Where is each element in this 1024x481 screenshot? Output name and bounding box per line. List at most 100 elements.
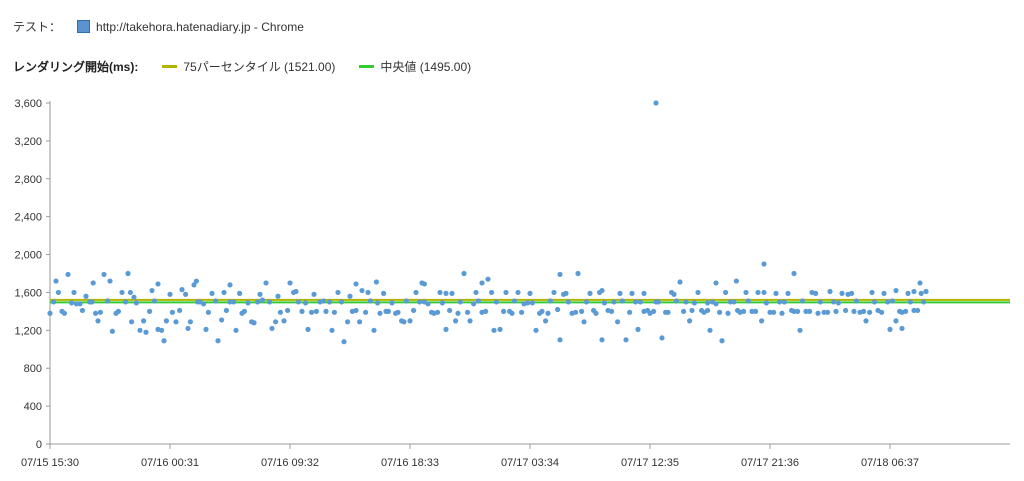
data-point [471, 301, 477, 307]
data-point [443, 326, 449, 332]
data-point [911, 307, 917, 314]
data-point [849, 290, 855, 296]
data-point [861, 308, 867, 314]
data-point [867, 309, 873, 315]
data-point [557, 337, 563, 343]
data-point [71, 289, 77, 296]
y-tick-label: 0 [36, 439, 42, 451]
data-point [223, 307, 229, 314]
data-point [897, 308, 903, 314]
data-point [95, 318, 101, 324]
data-point [187, 319, 193, 325]
data-point [363, 309, 369, 315]
data-point [233, 327, 239, 333]
data-point [353, 281, 359, 287]
data-point [227, 299, 233, 305]
data-point [547, 298, 554, 304]
data-point [575, 270, 581, 277]
data-point [149, 287, 155, 294]
data-point [73, 301, 79, 307]
data-point [615, 319, 621, 325]
data-point [177, 307, 183, 314]
data-point [827, 288, 833, 295]
y-tick-label: 3,600 [14, 98, 42, 110]
data-point [771, 309, 777, 315]
data-point [255, 299, 261, 305]
data-point [669, 289, 675, 296]
x-tick-label: 07/17 03:34 [501, 457, 559, 469]
data-point [437, 289, 443, 296]
legend-item-percentile[interactable]: 75パーセンタイル (1521.00) [162, 58, 335, 75]
data-point [609, 308, 615, 314]
data-point [555, 306, 561, 313]
data-point [807, 308, 813, 314]
data-point [281, 318, 287, 324]
series-swatch-icon [77, 20, 91, 33]
data-point [889, 298, 896, 304]
data-point [869, 289, 875, 296]
median-line-icon [359, 65, 375, 68]
data-point [705, 307, 711, 314]
data-point [129, 319, 135, 325]
data-point [815, 310, 821, 316]
data-point [707, 327, 713, 333]
data-point [581, 319, 587, 325]
data-point [193, 278, 199, 284]
data-point [209, 290, 215, 296]
data-point [335, 289, 341, 296]
data-point [309, 309, 315, 315]
data-point [429, 309, 435, 315]
data-point [839, 290, 845, 296]
data-point [853, 298, 860, 304]
data-point [411, 307, 417, 314]
data-point [893, 318, 899, 324]
data-point [905, 290, 911, 296]
legend-item-median[interactable]: 中央値 (1495.00) [359, 58, 471, 75]
data-point [87, 299, 93, 305]
data-point [349, 308, 355, 314]
data-point [817, 299, 824, 305]
data-point [673, 298, 680, 304]
data-point [277, 309, 283, 315]
data-point [735, 307, 741, 314]
data-point [151, 298, 157, 304]
data-point [719, 338, 725, 344]
data-point [587, 290, 593, 296]
data-point [295, 299, 301, 305]
data-point [681, 308, 687, 314]
data-point [557, 271, 563, 278]
data-point [743, 289, 749, 296]
data-point [663, 309, 669, 315]
data-point [373, 279, 379, 285]
x-tick-label: 07/16 18:33 [381, 457, 439, 469]
data-point [393, 310, 399, 316]
data-point [629, 290, 635, 296]
data-point [269, 325, 275, 332]
data-point [79, 307, 85, 314]
data-point [479, 280, 485, 286]
data-point [779, 310, 785, 316]
data-point [749, 308, 755, 314]
data-point [611, 299, 617, 305]
data-point [185, 325, 191, 332]
data-point [119, 289, 125, 296]
data-point [461, 270, 467, 277]
data-point [381, 290, 387, 296]
data-point [843, 307, 849, 314]
test-label: テスト： [13, 20, 62, 34]
data-point [803, 308, 809, 314]
data-point [493, 299, 499, 305]
data-point [347, 293, 353, 299]
data-point [311, 291, 317, 297]
data-point [573, 309, 579, 315]
y-tick-label: 2,000 [14, 250, 42, 262]
test-value: http://takehora.hatenadiary.jp - Chrome [96, 19, 304, 34]
data-point [903, 308, 909, 314]
data-point [683, 299, 689, 305]
data-point [107, 278, 113, 284]
data-point [465, 309, 471, 315]
data-point [717, 309, 723, 315]
y-tick-label: 1,200 [14, 325, 42, 337]
data-point [821, 309, 827, 315]
data-point [591, 307, 597, 314]
